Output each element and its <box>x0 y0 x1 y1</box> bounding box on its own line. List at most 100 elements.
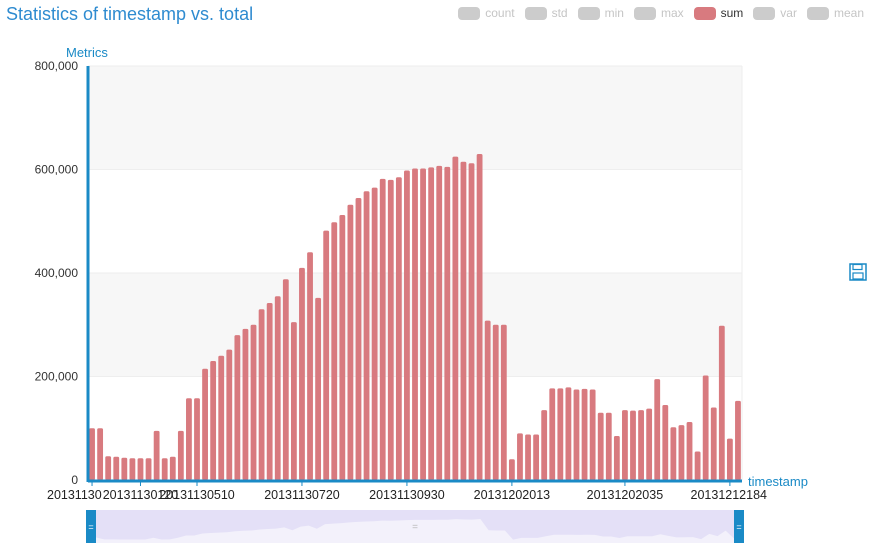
bar <box>226 349 233 480</box>
legend-swatch <box>693 6 716 20</box>
bar <box>105 456 112 480</box>
legend-label: mean <box>833 6 864 20</box>
bar <box>670 427 677 480</box>
bar <box>654 379 661 480</box>
bar <box>412 168 418 480</box>
bar <box>476 153 483 480</box>
legend-item-count[interactable]: count <box>458 6 515 20</box>
y-tick-label: 600,000 <box>35 163 79 177</box>
bar <box>428 167 435 480</box>
y-tick-label: 0 <box>71 473 78 487</box>
zoom-preview <box>88 519 742 543</box>
bar <box>97 428 104 480</box>
bar <box>129 458 136 480</box>
x-tick-label: 20131202035 <box>587 488 664 502</box>
legend-item-sum[interactable]: sum <box>693 6 744 20</box>
bar <box>186 398 192 480</box>
zoom-handle-left[interactable] <box>86 510 96 543</box>
bar <box>525 434 531 480</box>
x-tick-label: 20131202013 <box>474 488 551 502</box>
legend-label: max <box>660 6 684 20</box>
bar <box>250 324 257 480</box>
legend: count std min max sum var mean <box>458 6 864 20</box>
x-tick-label: 20131130120 <box>103 488 179 502</box>
bar <box>662 404 669 480</box>
legend-label: sum <box>720 6 744 20</box>
legend-swatch <box>633 6 656 20</box>
bar <box>202 368 208 480</box>
bar <box>355 197 362 480</box>
bar <box>500 324 507 480</box>
legend-label: std <box>551 6 568 20</box>
y-tick-label: 200,000 <box>35 370 79 384</box>
bar <box>404 170 410 480</box>
bar <box>444 166 451 480</box>
bar <box>234 335 241 480</box>
bar <box>347 204 354 480</box>
bar <box>573 389 580 480</box>
zoom-handle-right[interactable] <box>734 510 744 543</box>
bar <box>113 456 120 480</box>
bar <box>702 375 709 480</box>
bar <box>315 297 322 480</box>
x-tick-label: 20131130 <box>47 488 102 502</box>
bar <box>468 163 475 481</box>
y-tick-label: 400,000 <box>35 266 79 280</box>
bar <box>694 451 701 480</box>
save-icon[interactable] <box>849 263 867 281</box>
bar <box>137 458 144 480</box>
bar <box>169 456 176 480</box>
bar <box>363 191 370 481</box>
bar <box>646 408 653 480</box>
bar <box>371 187 378 481</box>
bar <box>508 459 515 480</box>
bar <box>581 388 588 480</box>
bar <box>613 436 620 480</box>
bar <box>622 410 628 480</box>
legend-item-min[interactable]: min <box>577 6 624 20</box>
bar <box>161 458 168 480</box>
legend-item-var[interactable]: var <box>753 6 797 20</box>
bar <box>605 412 612 480</box>
bar <box>242 328 249 480</box>
bar <box>282 279 289 480</box>
bar <box>533 434 540 480</box>
bar <box>290 322 297 480</box>
legend-swatch <box>524 6 547 20</box>
legend-swatch <box>458 6 481 20</box>
bar <box>379 178 386 480</box>
bar <box>218 355 225 480</box>
bar <box>387 179 394 480</box>
bar <box>121 457 128 480</box>
bar <box>492 324 499 480</box>
legend-label: var <box>780 6 797 20</box>
x-tick-label: 20131130720 <box>264 488 340 502</box>
bar <box>726 438 733 480</box>
bar <box>452 156 459 480</box>
zoom-center-grip: = <box>412 522 418 533</box>
y-tick-label: 800,000 <box>35 59 79 73</box>
bar <box>630 410 636 480</box>
chart-title: Statistics of timestamp vs. total <box>6 4 254 24</box>
legend-item-max[interactable]: max <box>633 6 684 20</box>
bar <box>589 389 596 480</box>
legend-swatch <box>753 6 776 20</box>
bar <box>89 428 95 480</box>
bar <box>436 165 443 480</box>
legend-item-mean[interactable]: mean <box>806 6 864 20</box>
bar <box>145 458 152 480</box>
bar <box>565 387 572 480</box>
legend-item-std[interactable]: std <box>524 6 568 20</box>
bar <box>153 430 160 480</box>
bar <box>735 400 741 480</box>
x-tick-label: 20131212184 <box>691 488 768 502</box>
x-tick-label: 20131130930 <box>369 488 445 502</box>
x-tick-label: 20131130510 <box>159 488 235 502</box>
bar <box>194 398 200 480</box>
bar <box>517 433 523 480</box>
bar <box>395 177 402 480</box>
grid-band <box>88 66 742 170</box>
zoom-handle-grip: = <box>88 522 93 532</box>
bar <box>484 320 491 480</box>
bar <box>678 425 685 480</box>
